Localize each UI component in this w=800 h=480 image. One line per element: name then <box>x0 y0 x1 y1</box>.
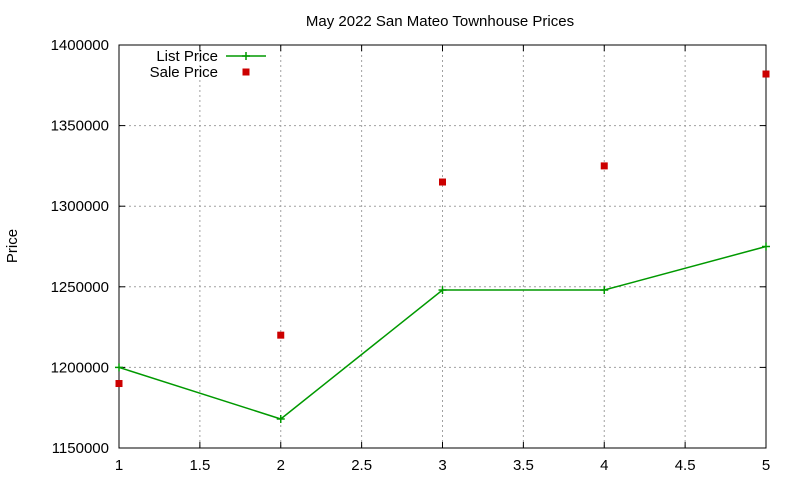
y-tick-label: 1350000 <box>51 118 109 135</box>
y-tick-label: 1250000 <box>51 279 109 296</box>
y-tick-label: 1300000 <box>51 198 109 215</box>
x-tick-label: 1 <box>115 457 123 474</box>
sale-price-point <box>439 178 446 186</box>
sale-price-point <box>762 70 770 78</box>
sale-price-point <box>600 162 608 170</box>
sale-price-point <box>115 380 123 388</box>
x-tick-label: 4 <box>600 457 608 474</box>
list-price-point <box>438 286 447 295</box>
legend-label: List Price <box>156 48 218 65</box>
x-tick-label: 3 <box>438 457 446 474</box>
x-tick-label: 2.5 <box>351 457 372 474</box>
list-price-point <box>115 363 123 372</box>
x-tick-label: 1.5 <box>189 457 210 474</box>
y-axis-label: Price <box>4 229 21 263</box>
sale-price-point <box>277 331 285 339</box>
list-price-point <box>276 414 285 423</box>
grid-lines <box>119 45 766 448</box>
list-price-line <box>118 245 767 420</box>
x-tick-label: 5 <box>762 457 770 474</box>
series-layer <box>115 70 770 423</box>
legend-cross-swatch <box>242 52 250 60</box>
x-tick-label: 3.5 <box>513 457 534 474</box>
list-price-point <box>600 286 609 295</box>
list-price-point <box>762 242 770 251</box>
y-tick-label: 1150000 <box>52 440 109 457</box>
x-tick-label: 4.5 <box>675 457 696 474</box>
y-tick-label: 1200000 <box>51 359 109 376</box>
axis-ticks: 1150000 1200000 1250000 1300000 1350000 14000… <box>51 37 771 474</box>
chart-title: May 2022 San Mateo Townhouse Prices <box>306 13 574 30</box>
y-tick-label: 1400000 <box>51 37 109 54</box>
legend-label: Sale Price <box>150 64 218 81</box>
x-tick-label: 2 <box>277 457 285 474</box>
legend-square-swatch <box>242 68 250 76</box>
